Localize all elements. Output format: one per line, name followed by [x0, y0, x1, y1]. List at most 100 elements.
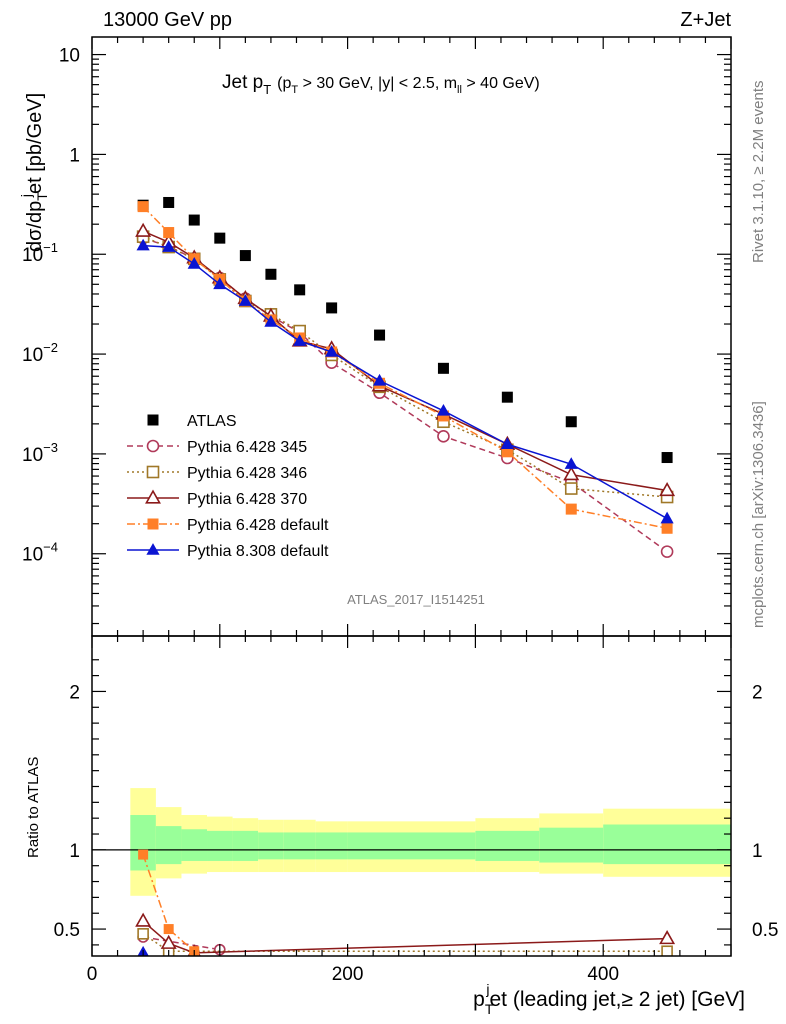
x-tick-label: 0: [87, 964, 98, 985]
data-point-5-8: [372, 373, 387, 386]
plot-title: Jet pT (pT > 30 GeV, |y| < 2.5, mll > 40 …: [222, 72, 540, 97]
ratio-line-1: [142, 936, 220, 951]
tick-base: 10: [22, 545, 43, 566]
data-point-0-1: [163, 196, 175, 208]
inner-band-bin: [130, 815, 156, 871]
data-point-0-9: [437, 362, 449, 374]
legend-entry-2: Pythia 6.428 346: [127, 465, 307, 482]
inner-band-bin: [232, 830, 259, 861]
upper-y-tick-label: 10: [59, 46, 80, 67]
data-point-0-8: [374, 329, 386, 341]
legend-label: ATLAS: [187, 413, 237, 430]
upper-y-tick-label: 10−1: [22, 240, 58, 266]
data-point-0-12: [661, 452, 673, 464]
ratio-y-tick-label-left: 1: [69, 841, 80, 862]
data-point-0-10: [501, 391, 513, 403]
data-point-4-9: [437, 410, 449, 422]
inner-band-bin: [315, 832, 348, 860]
ratio-y-tick-label-right: 2: [752, 682, 763, 703]
data-point-5-4: [238, 294, 252, 306]
ratio-y-tick-label-left: 0.5: [54, 920, 80, 941]
legend-marker: [147, 518, 159, 530]
legend-marker: [147, 414, 159, 426]
legend-entry-5: Pythia 8.308 default: [127, 543, 329, 560]
data-point-0-7: [326, 302, 338, 314]
data-point-0-5: [265, 268, 277, 280]
data-point-2-11: [564, 482, 578, 495]
legend-entry-0: ATLAS: [147, 413, 237, 430]
data-point-4-11: [565, 503, 577, 515]
tick-exponent: −2: [43, 340, 58, 355]
data-point-5-1: [162, 240, 176, 252]
data-point-5-6: [293, 334, 307, 346]
inner-band-bin: [603, 824, 731, 865]
upper-y-tick-label: 10−3: [22, 440, 58, 466]
legend-marker: [145, 489, 161, 504]
legend-marker: [146, 439, 160, 453]
x-axis-label: pTjet (leading jet,≥ 2 jet) [GeV]: [473, 981, 745, 1017]
tick-exponent: −1: [43, 240, 58, 255]
legend-entry-1: Pythia 6.428 345: [127, 439, 307, 456]
data-point-0-3: [214, 232, 226, 244]
uncertainty-bands: [130, 788, 731, 896]
ratio-y-tick-label-right: 1: [752, 841, 763, 862]
data-point-4-10: [501, 446, 513, 458]
upper-y-tick-label: 10−4: [22, 540, 58, 566]
inner-band-bin: [181, 829, 208, 861]
data-point-4-0: [137, 201, 149, 213]
data-point-5-12: [660, 511, 674, 524]
process-label: Z+Jet: [680, 9, 731, 31]
tick-base: 10: [22, 345, 43, 366]
legend-label: Pythia 6.428 370: [187, 491, 307, 508]
inner-band-bin: [347, 832, 412, 860]
collision-energy-label: 13000 GeV pp: [103, 9, 232, 31]
x-tick-label: 200: [332, 964, 364, 985]
data-point-5-5: [264, 315, 278, 327]
upper-y-tick-label: 1: [69, 145, 80, 166]
legend-label: Pythia 8.308 default: [187, 543, 329, 560]
ratio-panel-frame: [91, 635, 732, 957]
data-point-5-2: [187, 257, 201, 269]
legend-label: Pythia 6.428 346: [187, 465, 307, 482]
legend-entry-4: Pythia 6.428 default: [127, 517, 329, 534]
tick-exponent: −4: [43, 540, 58, 555]
ratio-point-4-0: [138, 849, 149, 860]
data-point-0-6: [294, 284, 306, 296]
data-point-3-12: [659, 481, 676, 497]
data-point-5-7: [325, 345, 339, 357]
rivet-version-label: Rivet 3.1.10, ≥ 2.2M events: [750, 81, 767, 264]
legend: ATLAS Pythia 6.428 345 Pythia 6.428 346 Pyt…: [127, 413, 329, 560]
upper-y-tick-label: 10−2: [22, 340, 58, 366]
ratio-y-tick-label-left: 2: [69, 682, 80, 703]
inner-band-bin: [258, 832, 284, 860]
data-point-0-4: [239, 250, 251, 262]
ratio-point-2-0: [137, 928, 149, 940]
legend-marker: [146, 543, 160, 555]
legend-label: Pythia 6.428 default: [187, 517, 329, 534]
ratio-series-1: [137, 931, 226, 956]
data-point-5-10: [500, 437, 514, 450]
ratio-y-tick-label-right: 0.5: [752, 920, 778, 941]
ratio-y-axis-label: Ratio to ATLAS: [25, 757, 42, 858]
data-point-5-9: [436, 403, 451, 416]
ratio-line-4: [142, 854, 195, 952]
data-point-5-11: [564, 457, 578, 469]
ratio-point-3-3: [659, 930, 676, 945]
inner-band-bin: [283, 832, 316, 860]
inner-band-bin: [155, 826, 182, 865]
data-point-3-11: [563, 466, 580, 481]
tick-base: 10: [22, 245, 43, 266]
ratio-point-3-1: [160, 934, 177, 949]
legend-marker: [146, 465, 160, 479]
ratio-point-2-2: [661, 945, 673, 956]
data-point-4-12: [661, 522, 673, 534]
data-point-1-9: [437, 430, 450, 443]
mcplots-label: mcplots.cern.ch [arXiv:1306.3436]: [750, 401, 767, 628]
data-point-0-11: [565, 416, 577, 428]
data-point-5-0: [136, 238, 150, 251]
data-point-0-2: [188, 214, 200, 226]
upper-series-group: [135, 196, 676, 558]
analysis-id-label: ATLAS_2017_I1514251: [347, 592, 485, 607]
